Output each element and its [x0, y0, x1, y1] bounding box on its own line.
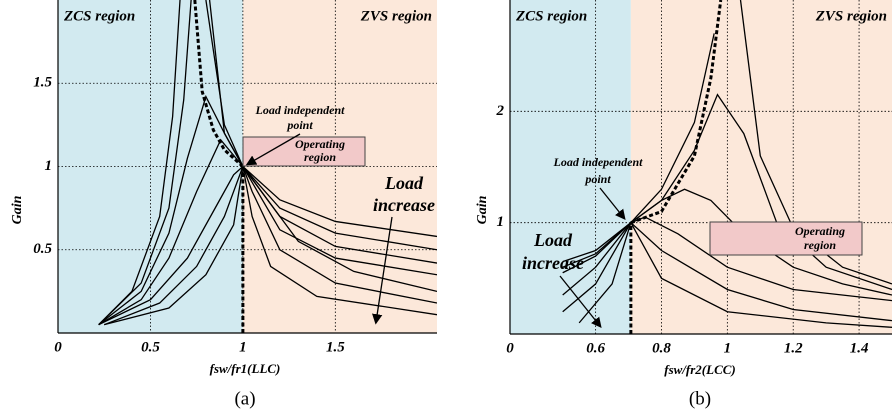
operating-label: Operating [295, 137, 345, 151]
operating-label: region [804, 238, 836, 252]
x-tick-label: 0.8 [652, 340, 671, 356]
gain-curve [98, 0, 437, 326]
boundary-curve [193, 0, 244, 168]
zvs-region [630, 0, 892, 334]
x-tick-label: 1.5 [326, 339, 345, 355]
annotations: Operating region Load independent point … [242, 103, 863, 329]
caption: (a) [234, 388, 255, 409]
y-tick-label: 1 [497, 214, 505, 230]
load-label: Load [533, 230, 573, 250]
x-axis-label: fsw/fr1(LLC) [210, 361, 281, 376]
arrow [559, 275, 602, 329]
x-tick-label: 1 [239, 339, 247, 355]
x-tick-label: 0 [54, 339, 62, 355]
x-axis-label: fsw/fr2(LCC) [664, 362, 736, 377]
boundary-curve [630, 0, 723, 225]
x-tick-label: 0.6 [586, 340, 605, 356]
zvs-label: ZVS region [815, 8, 887, 24]
y-axis-label: Gain [475, 195, 490, 224]
load-label: increase [522, 253, 584, 273]
zcs-label: ZCS region [63, 8, 135, 24]
y-tick-label: 0.5 [33, 241, 52, 257]
x-tick-label: 0.5 [141, 339, 160, 355]
point-label: Load independent [255, 103, 346, 117]
y-axis-label: Gain [10, 195, 25, 224]
zcs-region [510, 0, 631, 334]
arrow [372, 216, 393, 325]
gain-curve [562, 216, 892, 302]
y-tick-label: 1.5 [33, 75, 52, 91]
point-label: point [286, 118, 313, 132]
caption: (b) [689, 388, 711, 409]
gain-curve [578, 221, 892, 328]
x-tick-label: 1.4 [850, 340, 869, 356]
gain-curve [98, 165, 437, 326]
operating-label: region [304, 150, 336, 164]
load-label: increase [373, 195, 435, 215]
load-label: Load [384, 173, 424, 193]
point-label: Load independent [553, 155, 644, 169]
operating-box [242, 136, 366, 167]
arrow [599, 187, 626, 221]
gain-curve [562, 221, 892, 322]
arrow [245, 133, 301, 166]
operating-label: Operating [795, 224, 845, 238]
chart-b: 0 0.6 0.8 1 1.2 1.4 1 2 ZCS region ZVS region fsw/… [475, 0, 892, 409]
zcs-label: ZCS region [515, 8, 587, 24]
x-tick-label: 1.2 [784, 340, 803, 356]
gain-curve [98, 94, 437, 326]
x-tick-label: 1 [724, 340, 732, 356]
operating-box [709, 221, 863, 256]
y-tick-label: 2 [496, 103, 505, 119]
gain-curve [562, 188, 892, 296]
zvs-label: ZVS region [360, 8, 432, 24]
x-tick-label: 0 [506, 340, 514, 356]
gain-curve [98, 138, 437, 326]
point-label: point [584, 172, 611, 186]
y-tick-label: 1 [45, 158, 53, 174]
